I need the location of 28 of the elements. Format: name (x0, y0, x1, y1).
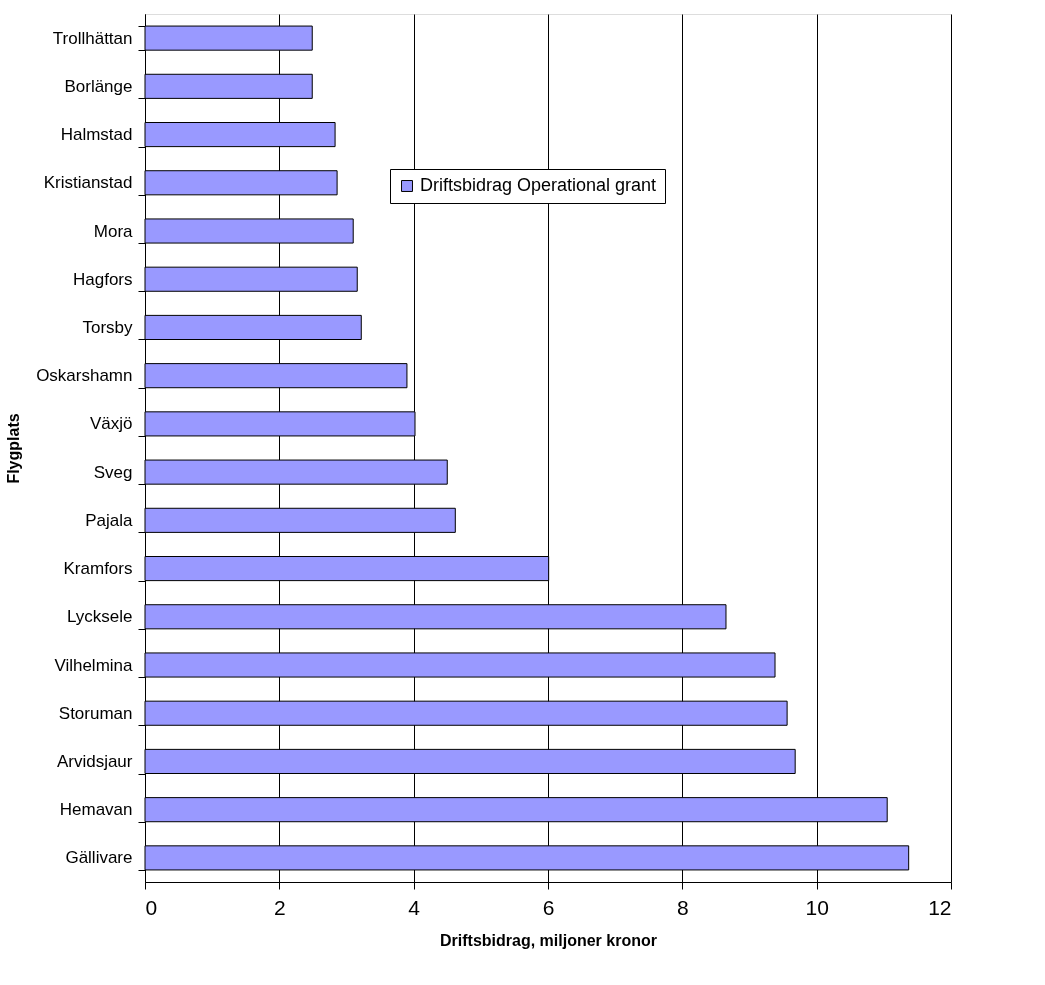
x-tick-label: 8 (676, 895, 689, 919)
y-tick-label: Pajala (85, 510, 134, 530)
legend-label: Driftsbidrag Operational grant (420, 175, 657, 195)
x-tick-label: 10 (805, 895, 829, 919)
x-tick-label: 2 (273, 895, 286, 919)
x-tick-label: 0 (145, 895, 158, 919)
x-axis-title: Driftsbidrag, miljoner kronor (440, 931, 657, 949)
y-tick-label: Mora (93, 221, 134, 241)
y-tick-label: Kramfors (63, 559, 133, 579)
x-tick-label: 4 (408, 895, 421, 919)
y-tick-label: Gällivare (65, 848, 133, 868)
y-tick-label: Hemavan (59, 800, 133, 820)
y-tick-label: Hagfors (72, 269, 133, 289)
y-tick-label: Växjö (89, 414, 133, 434)
x-tick-label: 12 (928, 895, 952, 919)
y-tick-label: Torsby (82, 317, 133, 337)
y-tick-label: Storuman (58, 703, 133, 723)
y-tick-label: Oskarshamn (36, 366, 133, 386)
y-tick-label: Kristianstad (43, 173, 133, 193)
y-tick-label: Borlänge (64, 76, 133, 96)
y-tick-label: Trollhättan (52, 28, 133, 48)
y-axis-title: Flygplats (5, 413, 23, 484)
y-tick-label: Lycksele (66, 607, 133, 627)
x-tick-label: 6 (542, 895, 555, 919)
y-tick-label: Sveg (93, 462, 133, 482)
y-tick-label: Arvidsjaur (56, 751, 133, 771)
y-tick-label: Vilhelmina (54, 655, 134, 675)
y-tick-label: Halmstad (60, 125, 133, 145)
